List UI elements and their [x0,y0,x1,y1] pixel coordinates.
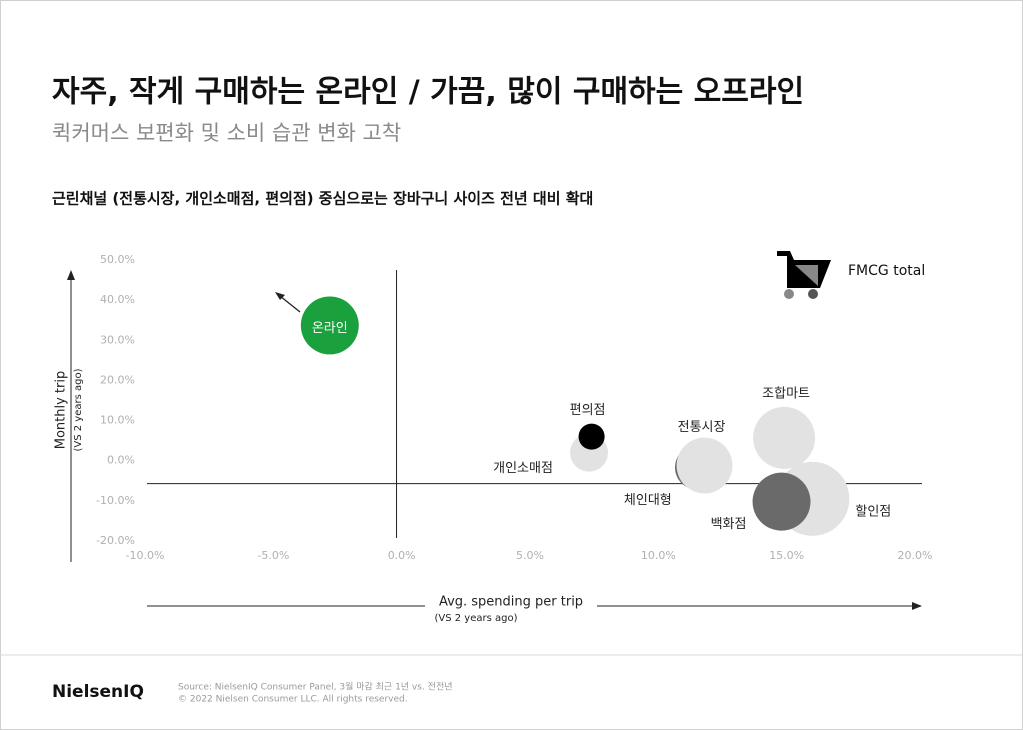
bubble-label: 편의점 [570,403,606,418]
online-arrow [279,295,301,313]
y-axis-subtitle: (VS 2 years ago) [73,368,84,451]
bubble [300,296,359,355]
legend-label: FMCG total [848,263,925,279]
copyright: © 2022 Nielsen Consumer LLC. All rights … [178,695,408,705]
chart-title: 근린채널 (전통시장, 개인소매점, 편의점) 중심으로는 장바구니 사이즈 전… [52,190,593,208]
y-tick-label: 50.0% [100,253,135,266]
legend-icon [777,251,831,299]
bubble-label: 개인소매점 [493,461,553,476]
bubble-label: 할인점 [855,504,891,519]
brand: NielsenIQ [52,682,144,702]
x-axis-title: Avg. spending per trip [439,595,583,610]
y-tick-label: -20.0% [96,534,135,547]
bubble-label: 조합마트 [762,386,810,401]
x-tick-label: -10.0% [126,549,165,562]
bubble-label: 전통시장 [678,420,726,435]
x-tick-label: 5.0% [516,549,544,562]
y-tick-label: 0.0% [107,454,135,467]
bubble-label: 온라인 [312,321,348,336]
x-tick-label: 10.0% [641,549,676,562]
source: Source: NielsenIQ Consumer Panel, 3월 마감 … [178,681,453,693]
x-tick-label: 15.0% [769,549,804,562]
x-arrow-head [912,602,922,610]
y-tick-label: -10.0% [96,494,135,507]
bubble-label: 백화점 [711,517,747,532]
y-arrow-head [67,270,75,280]
y-tick-label: 10.0% [100,414,135,427]
bubble [752,472,811,531]
y-axis-title: Monthly trip [54,371,69,450]
page-subtitle: 퀵커머스 보편화 및 소비 습관 변화 고착 [52,121,401,145]
y-tick-label: 30.0% [100,333,135,346]
bubble [753,406,816,469]
x-axis-subtitle: (VS 2 years ago) [434,613,517,624]
bubble-label: 체인대형 [624,493,672,508]
bubble [578,423,605,450]
bubble [676,437,733,494]
page-title: 자주, 작게 구매하는 온라인 / 가끔, 많이 구매하는 오프라인 [52,75,804,110]
x-tick-label: -5.0% [257,549,289,562]
x-tick-label: 0.0% [388,549,416,562]
online-arrow-head [275,292,285,300]
y-tick-label: 20.0% [100,373,135,386]
x-tick-label: 20.0% [898,549,933,562]
y-tick-label: 40.0% [100,293,135,306]
